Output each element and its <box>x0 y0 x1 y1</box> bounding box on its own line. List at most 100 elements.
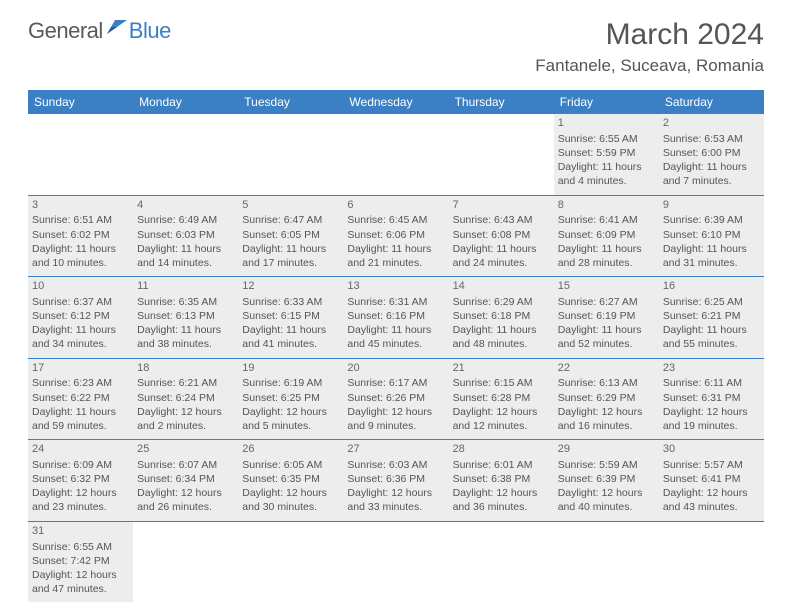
sunset-text: Sunset: 6:31 PM <box>663 391 760 405</box>
sunset-text: Sunset: 5:59 PM <box>558 146 655 160</box>
weekday-header: Thursday <box>449 90 554 114</box>
calendar-cell: 24Sunrise: 6:09 AMSunset: 6:32 PMDayligh… <box>28 440 133 522</box>
sunset-text: Sunset: 6:15 PM <box>242 309 339 323</box>
day-number: 15 <box>558 279 655 294</box>
sunset-text: Sunset: 6:21 PM <box>663 309 760 323</box>
calendar-cell: 21Sunrise: 6:15 AMSunset: 6:28 PMDayligh… <box>449 358 554 440</box>
calendar-cell-empty <box>449 114 554 195</box>
sunrise-text: Sunrise: 6:09 AM <box>32 458 129 472</box>
day-number: 7 <box>453 198 550 213</box>
calendar-cell: 30Sunrise: 5:57 AMSunset: 6:41 PMDayligh… <box>659 440 764 522</box>
sunrise-text: Sunrise: 6:43 AM <box>453 213 550 227</box>
sunset-text: Sunset: 6:10 PM <box>663 228 760 242</box>
daylight-text: Daylight: 12 hours and 5 minutes. <box>242 405 339 433</box>
calendar-cell: 27Sunrise: 6:03 AMSunset: 6:36 PMDayligh… <box>343 440 448 522</box>
sunrise-text: Sunrise: 6:51 AM <box>32 213 129 227</box>
calendar-header-row: SundayMondayTuesdayWednesdayThursdayFrid… <box>28 90 764 114</box>
sunrise-text: Sunrise: 5:59 AM <box>558 458 655 472</box>
calendar-body: 1Sunrise: 6:55 AMSunset: 5:59 PMDaylight… <box>28 114 764 602</box>
day-number: 3 <box>32 198 129 213</box>
daylight-text: Daylight: 11 hours and 14 minutes. <box>137 242 234 270</box>
calendar-cell-empty <box>659 521 764 602</box>
day-number: 25 <box>137 442 234 457</box>
day-number: 16 <box>663 279 760 294</box>
sunrise-text: Sunrise: 6:39 AM <box>663 213 760 227</box>
day-number: 10 <box>32 279 129 294</box>
daylight-text: Daylight: 12 hours and 26 minutes. <box>137 486 234 514</box>
page-header: General Blue March 2024 Fantanele, Sucea… <box>0 0 792 82</box>
weekday-header: Tuesday <box>238 90 343 114</box>
day-number: 22 <box>558 361 655 376</box>
sunset-text: Sunset: 6:34 PM <box>137 472 234 486</box>
calendar-cell: 9Sunrise: 6:39 AMSunset: 6:10 PMDaylight… <box>659 195 764 277</box>
calendar-cell-empty <box>343 114 448 195</box>
daylight-text: Daylight: 12 hours and 16 minutes. <box>558 405 655 433</box>
sunrise-text: Sunrise: 6:23 AM <box>32 376 129 390</box>
day-number: 24 <box>32 442 129 457</box>
sunset-text: Sunset: 6:02 PM <box>32 228 129 242</box>
day-number: 14 <box>453 279 550 294</box>
daylight-text: Daylight: 12 hours and 33 minutes. <box>347 486 444 514</box>
sunrise-text: Sunrise: 6:17 AM <box>347 376 444 390</box>
daylight-text: Daylight: 11 hours and 10 minutes. <box>32 242 129 270</box>
calendar-cell-empty <box>133 521 238 602</box>
sunset-text: Sunset: 6:09 PM <box>558 228 655 242</box>
calendar-week-row: 3Sunrise: 6:51 AMSunset: 6:02 PMDaylight… <box>28 195 764 277</box>
calendar-cell: 2Sunrise: 6:53 AMSunset: 6:00 PMDaylight… <box>659 114 764 195</box>
calendar-cell: 31Sunrise: 6:55 AMSunset: 7:42 PMDayligh… <box>28 521 133 602</box>
sunset-text: Sunset: 6:41 PM <box>663 472 760 486</box>
sunrise-text: Sunrise: 6:05 AM <box>242 458 339 472</box>
calendar-cell: 29Sunrise: 5:59 AMSunset: 6:39 PMDayligh… <box>554 440 659 522</box>
sunset-text: Sunset: 6:03 PM <box>137 228 234 242</box>
daylight-text: Daylight: 12 hours and 2 minutes. <box>137 405 234 433</box>
sunset-text: Sunset: 6:26 PM <box>347 391 444 405</box>
day-number: 2 <box>663 116 760 131</box>
daylight-text: Daylight: 11 hours and 7 minutes. <box>663 160 760 188</box>
calendar-cell-empty <box>238 521 343 602</box>
sunset-text: Sunset: 6:38 PM <box>453 472 550 486</box>
calendar-cell: 23Sunrise: 6:11 AMSunset: 6:31 PMDayligh… <box>659 358 764 440</box>
flag-icon <box>107 20 127 39</box>
weekday-header: Wednesday <box>343 90 448 114</box>
calendar-cell: 16Sunrise: 6:25 AMSunset: 6:21 PMDayligh… <box>659 277 764 359</box>
sunset-text: Sunset: 6:25 PM <box>242 391 339 405</box>
sunrise-text: Sunrise: 6:27 AM <box>558 295 655 309</box>
sunrise-text: Sunrise: 6:49 AM <box>137 213 234 227</box>
sunset-text: Sunset: 6:08 PM <box>453 228 550 242</box>
day-number: 11 <box>137 279 234 294</box>
sunrise-text: Sunrise: 6:29 AM <box>453 295 550 309</box>
calendar-cell: 13Sunrise: 6:31 AMSunset: 6:16 PMDayligh… <box>343 277 448 359</box>
day-number: 8 <box>558 198 655 213</box>
daylight-text: Daylight: 12 hours and 19 minutes. <box>663 405 760 433</box>
daylight-text: Daylight: 11 hours and 34 minutes. <box>32 323 129 351</box>
day-number: 27 <box>347 442 444 457</box>
sunset-text: Sunset: 6:39 PM <box>558 472 655 486</box>
daylight-text: Daylight: 11 hours and 38 minutes. <box>137 323 234 351</box>
daylight-text: Daylight: 11 hours and 52 minutes. <box>558 323 655 351</box>
calendar-cell-empty <box>133 114 238 195</box>
day-number: 1 <box>558 116 655 131</box>
calendar-cell-empty <box>449 521 554 602</box>
daylight-text: Daylight: 11 hours and 17 minutes. <box>242 242 339 270</box>
sunrise-text: Sunrise: 6:19 AM <box>242 376 339 390</box>
calendar-cell: 14Sunrise: 6:29 AMSunset: 6:18 PMDayligh… <box>449 277 554 359</box>
day-number: 30 <box>663 442 760 457</box>
calendar-cell-empty <box>238 114 343 195</box>
calendar-week-row: 1Sunrise: 6:55 AMSunset: 5:59 PMDaylight… <box>28 114 764 195</box>
day-number: 20 <box>347 361 444 376</box>
weekday-header: Friday <box>554 90 659 114</box>
day-number: 5 <box>242 198 339 213</box>
sunrise-text: Sunrise: 6:07 AM <box>137 458 234 472</box>
sunrise-text: Sunrise: 6:45 AM <box>347 213 444 227</box>
daylight-text: Daylight: 11 hours and 41 minutes. <box>242 323 339 351</box>
day-number: 26 <box>242 442 339 457</box>
calendar-cell: 4Sunrise: 6:49 AMSunset: 6:03 PMDaylight… <box>133 195 238 277</box>
calendar-cell: 1Sunrise: 6:55 AMSunset: 5:59 PMDaylight… <box>554 114 659 195</box>
day-number: 19 <box>242 361 339 376</box>
sunrise-text: Sunrise: 6:25 AM <box>663 295 760 309</box>
sunset-text: Sunset: 6:12 PM <box>32 309 129 323</box>
sunset-text: Sunset: 6:00 PM <box>663 146 760 160</box>
daylight-text: Daylight: 11 hours and 55 minutes. <box>663 323 760 351</box>
day-number: 18 <box>137 361 234 376</box>
day-number: 21 <box>453 361 550 376</box>
